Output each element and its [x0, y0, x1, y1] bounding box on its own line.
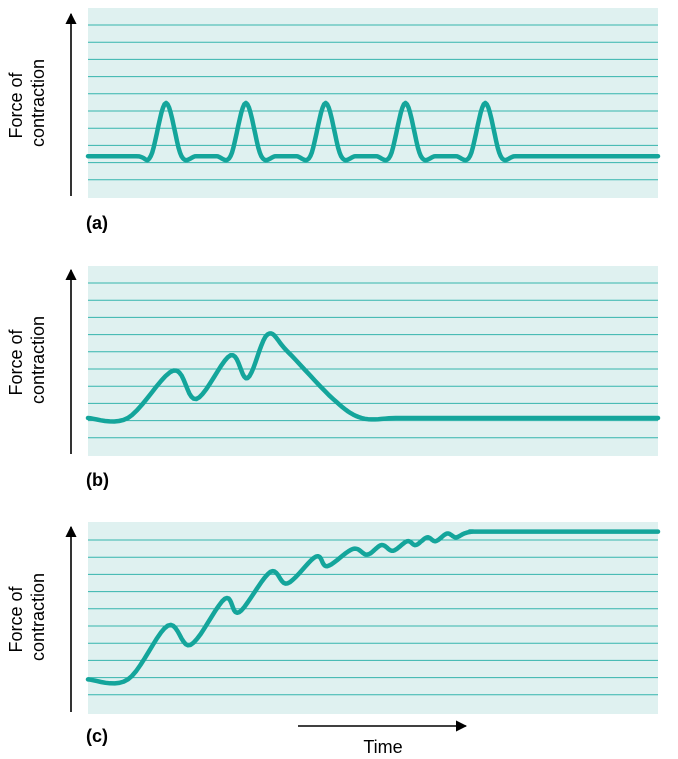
panel-c-force-curve [85, 529, 661, 686]
panel-b-y-axis-label: Force of contraction [6, 316, 48, 404]
panel-b-force-curve [85, 331, 661, 424]
panel-c: Force of contraction (c) Time [6, 522, 661, 757]
panel-a-force-curve [85, 100, 661, 163]
panel-a-y-axis-label-line1: Force of [6, 72, 26, 139]
panel-a-y-axis-label-line2: contraction [28, 59, 48, 147]
panel-c-grid [88, 539, 658, 696]
panel-c-label: (c) [86, 726, 108, 746]
time-axis-label: Time [363, 737, 402, 757]
panel-a: Force of contraction (a) [6, 8, 661, 233]
panel-b: Force of contraction (b) [6, 266, 661, 490]
panel-b-label: (b) [86, 470, 109, 490]
panel-a-y-axis-label: Force of contraction [6, 59, 48, 147]
panel-b-plot-area [88, 266, 658, 456]
panel-b-y-axis-label-line1: Force of [6, 329, 26, 396]
panel-a-label: (a) [86, 213, 108, 233]
panel-c-y-axis-label-line2: contraction [28, 573, 48, 661]
panel-c-y-axis-label: Force of contraction [6, 573, 48, 661]
panel-a-plot-area [88, 8, 658, 198]
panel-a-grid [88, 24, 658, 181]
panel-c-y-axis-label-line1: Force of [6, 586, 26, 653]
panel-b-y-axis-label-line2: contraction [28, 316, 48, 404]
panel-b-grid [88, 282, 658, 439]
